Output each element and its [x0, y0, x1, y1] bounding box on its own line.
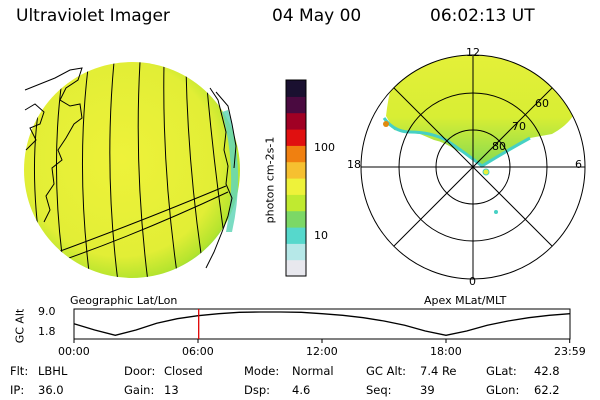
colorbar-swatch	[286, 194, 306, 212]
footer-value: 39	[420, 383, 435, 397]
polar-lat-80: 80	[492, 140, 506, 153]
globe-caption: Geographic Lat/Lon	[70, 294, 178, 307]
altitude-y-label: GC Alt	[13, 308, 27, 344]
footer-value: 7.4 Re	[420, 364, 457, 378]
altitude-line	[73, 311, 571, 336]
colorbar-swatch	[286, 178, 306, 195]
colorbar-swatch	[286, 210, 306, 228]
altitude-y-tick-max: 9.0	[38, 305, 56, 318]
footer-value: Closed	[164, 364, 203, 378]
colorbar	[285, 79, 307, 277]
colorbar-swatch	[286, 227, 306, 244]
footer-label: Mode:	[244, 364, 280, 378]
colorbar-label: photon cm-2s-1	[263, 136, 277, 224]
polar-mlt-18: 18	[347, 158, 361, 171]
colorbar-swatch	[286, 161, 306, 179]
altitude-chart	[73, 308, 571, 343]
x-tick-label: 18:00	[430, 345, 462, 358]
footer-label: Dsp:	[244, 383, 271, 397]
header-time: 06:02:13 UT	[430, 6, 535, 26]
globe-disk	[24, 62, 240, 278]
footer-value: Normal	[292, 364, 334, 378]
x-tick-label: 23:59	[554, 345, 586, 358]
footer-label: GLat:	[486, 364, 517, 378]
colorbar-tick-10: 10	[314, 229, 328, 242]
polar-panel	[360, 54, 586, 280]
colorbar-swatch	[286, 243, 306, 261]
polar-mlt-6: 6	[575, 158, 582, 171]
x-tick-label: 12:00	[306, 345, 338, 358]
footer-value: 13	[164, 383, 179, 397]
polar-caption: Apex MLat/MLT	[424, 294, 507, 307]
footer-value: 36.0	[38, 383, 64, 397]
x-tick-label: 06:00	[182, 345, 214, 358]
header-date: 04 May 00	[272, 6, 362, 26]
app-title: Ultraviolet Imager	[16, 6, 170, 26]
footer-value: 62.2	[534, 383, 560, 397]
colorbar-swatch	[286, 96, 306, 114]
colorbar-swatch	[286, 80, 306, 97]
colorbar-tick-100: 100	[314, 141, 335, 154]
footer-label: Flt:	[10, 364, 29, 378]
footer-label: Door:	[124, 364, 156, 378]
footer-value: LBHL	[38, 364, 68, 378]
colorbar-swatch	[286, 145, 306, 163]
globe-limb-glow	[222, 110, 239, 232]
polar-mlt-0: 0	[469, 275, 476, 288]
globe-panel	[24, 62, 240, 278]
colorbar-swatch	[286, 112, 306, 130]
footer-label: GC Alt:	[366, 364, 407, 378]
auroral-oval	[386, 55, 578, 166]
polar-grid	[360, 54, 586, 280]
footer-label: GLon:	[486, 383, 520, 397]
footer-value: 4.6	[292, 383, 311, 397]
footer-value: 42.8	[534, 364, 560, 378]
footer-label: Gain:	[124, 383, 155, 397]
polar-lat-70: 70	[512, 120, 526, 133]
polar-mlt-12: 12	[466, 46, 480, 59]
colorbar-swatch	[286, 129, 306, 146]
globe-coastlines	[24, 67, 237, 269]
x-tick-label: 00:00	[58, 345, 90, 358]
footer-label: Seq:	[366, 383, 392, 397]
altitude-y-tick-min: 1.8	[38, 325, 56, 338]
colorbar-swatch	[286, 259, 306, 277]
polar-lat-60: 60	[535, 97, 549, 110]
footer-label: IP:	[10, 383, 25, 397]
